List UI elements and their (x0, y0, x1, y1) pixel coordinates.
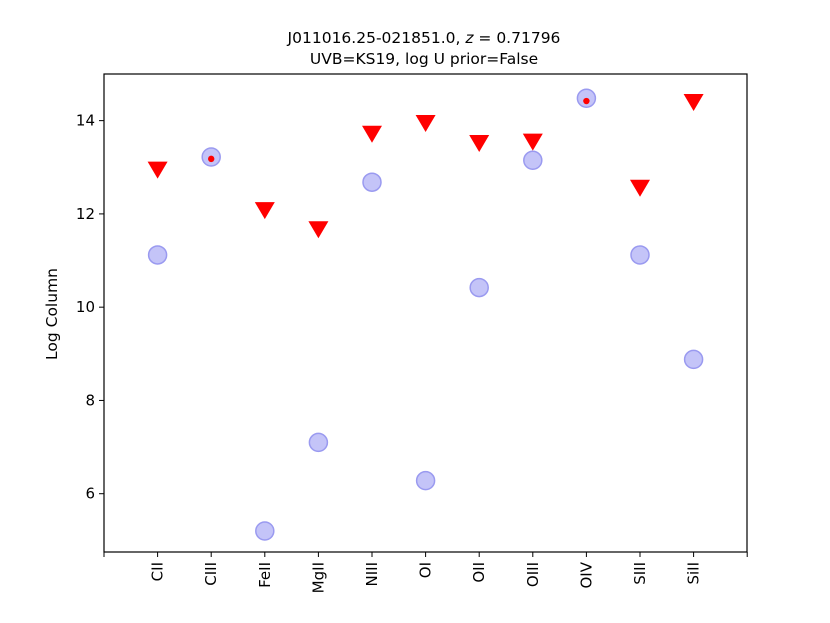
x-tick-label-SIII: SIII (631, 562, 649, 585)
upper-limit-CII (147, 161, 168, 179)
x-tick-label-MgII: MgII (309, 562, 327, 593)
model-point-SIII (630, 245, 650, 265)
x-axis: CII CIII FeII MgII NIII OI OII OIII OIV SIII SiII (103, 552, 748, 593)
upper-limit-FeII (254, 202, 275, 220)
upper-limit-OII (469, 135, 490, 153)
model-point-OI (415, 470, 436, 491)
upper-limit-NIII (362, 125, 382, 143)
y-tick-label-14: 14 (76, 112, 95, 130)
model-point-FeII (255, 521, 275, 541)
x-tick-label-OIII: OIII (524, 562, 542, 587)
y-tick-label-8: 8 (85, 391, 95, 409)
y-tick-label-6: 6 (85, 485, 95, 503)
x-tick-label-OIV: OIV (577, 561, 595, 588)
y-axis-label: Log Column (43, 268, 61, 360)
upper-limit-OI (415, 114, 436, 132)
model-point-NIII (362, 172, 382, 192)
chart-title-line1: J011016.25-021851.0, z = 0.71796 (287, 29, 561, 47)
model-point-MgII (308, 432, 329, 453)
model-point-OII (469, 277, 489, 298)
x-tick-label-CII: CII (149, 562, 167, 581)
x-tick-label-CIII: CIII (202, 562, 220, 586)
x-tick-label-OII: OII (470, 562, 488, 583)
x-tick-label-OI: OI (417, 562, 435, 578)
y-tick-label-10: 10 (76, 298, 95, 316)
x-tick-label-SiII: SiII (685, 562, 703, 585)
model-point-SiII (683, 349, 704, 370)
y-tick-label-12: 12 (76, 205, 95, 223)
model-point-CII (147, 245, 168, 265)
x-tick-label-NIII: NIII (363, 562, 381, 587)
data-marks (147, 88, 704, 541)
chart-title-line2: UVB=KS19, log U prior=False (310, 50, 538, 68)
detection-OIV (583, 97, 590, 105)
detection-CIII (208, 155, 215, 163)
upper-limit-OIII (522, 133, 543, 151)
upper-limit-SIII (630, 179, 650, 197)
upper-limit-SiII (683, 93, 704, 111)
model-point-OIII (523, 150, 543, 171)
upper-limit-MgII (308, 221, 329, 239)
y-axis: 6 8 10 12 14 (76, 112, 104, 503)
x-tick-label-FeII: FeII (256, 562, 274, 588)
